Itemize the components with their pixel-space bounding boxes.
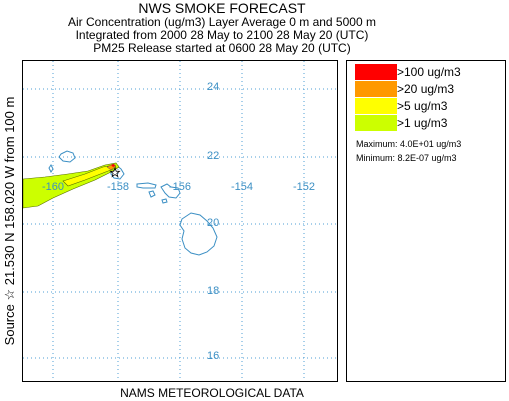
lon-label-154: -154	[231, 181, 254, 193]
lat-label-18: 18	[207, 285, 220, 297]
concentration-subtitle: Air Concentration (ug/m3) Layer Average …	[68, 15, 376, 29]
smoke-map: 24 22 20 18 16 -160 -158 -156 -154 -152	[22, 60, 338, 382]
concentration-legend: >100 ug/m3 >20 ug/m3 >5 ug/m3 >1 ug/m3 M…	[346, 60, 506, 382]
lon-label-160: -160	[42, 181, 65, 193]
hawaii-island-coast	[179, 212, 218, 256]
map-canvas	[23, 61, 337, 381]
smoke-plume	[23, 162, 120, 209]
maximum-value: Maximum: 4.0E+01 ug/m3	[356, 139, 462, 149]
meteorological-data-label: NAMS METEOROLOGICAL DATA	[120, 386, 304, 400]
lat-label-16: 16	[207, 350, 220, 362]
lat-label-22: 22	[207, 150, 220, 162]
lon-label-158: -158	[107, 181, 130, 193]
source-location-text: Source ☆ 21.530 N 158.020 W from 100 m	[2, 96, 17, 346]
legend-swatch-orange	[355, 81, 397, 97]
map-title: NWS SMOKE FORECAST	[138, 0, 306, 16]
kauai-coast	[58, 150, 76, 163]
kahoolawe-coast	[161, 198, 168, 204]
legend-label: >5 ug/m3	[397, 99, 448, 113]
integration-period: Integrated from 2000 28 May to 2100 28 M…	[75, 28, 369, 42]
graticule	[23, 61, 337, 381]
lat-label-24: 24	[207, 81, 220, 93]
release-info: PM25 Release started at 0600 28 May 20 (…	[93, 41, 351, 55]
legend-swatch-yellow	[355, 98, 397, 114]
molokai-coast	[136, 182, 157, 189]
legend-label: >20 ug/m3	[397, 82, 455, 96]
niihau-coast	[48, 164, 54, 173]
maui-coast	[160, 183, 181, 199]
source-location-label: Source ☆ 21.530 N 158.020 W from 100 m	[0, 60, 20, 382]
legend-label: >1 ug/m3	[397, 116, 448, 130]
legend-swatch-red	[355, 64, 397, 80]
legend-swatch-lime	[355, 115, 397, 131]
lon-label-152: -152	[293, 181, 316, 193]
coastlines	[48, 150, 218, 256]
plume-5ug-contour	[62, 164, 117, 187]
legend-label: >100 ug/m3	[397, 65, 461, 79]
lanai-coast	[148, 190, 156, 198]
star-icon	[109, 166, 121, 178]
lon-label-156: -156	[169, 181, 192, 193]
plume-100ug-contour	[111, 164, 115, 167]
lat-label-20: 20	[207, 217, 220, 229]
minimum-value: Minimum: 8.2E-07 ug/m3	[356, 153, 457, 163]
